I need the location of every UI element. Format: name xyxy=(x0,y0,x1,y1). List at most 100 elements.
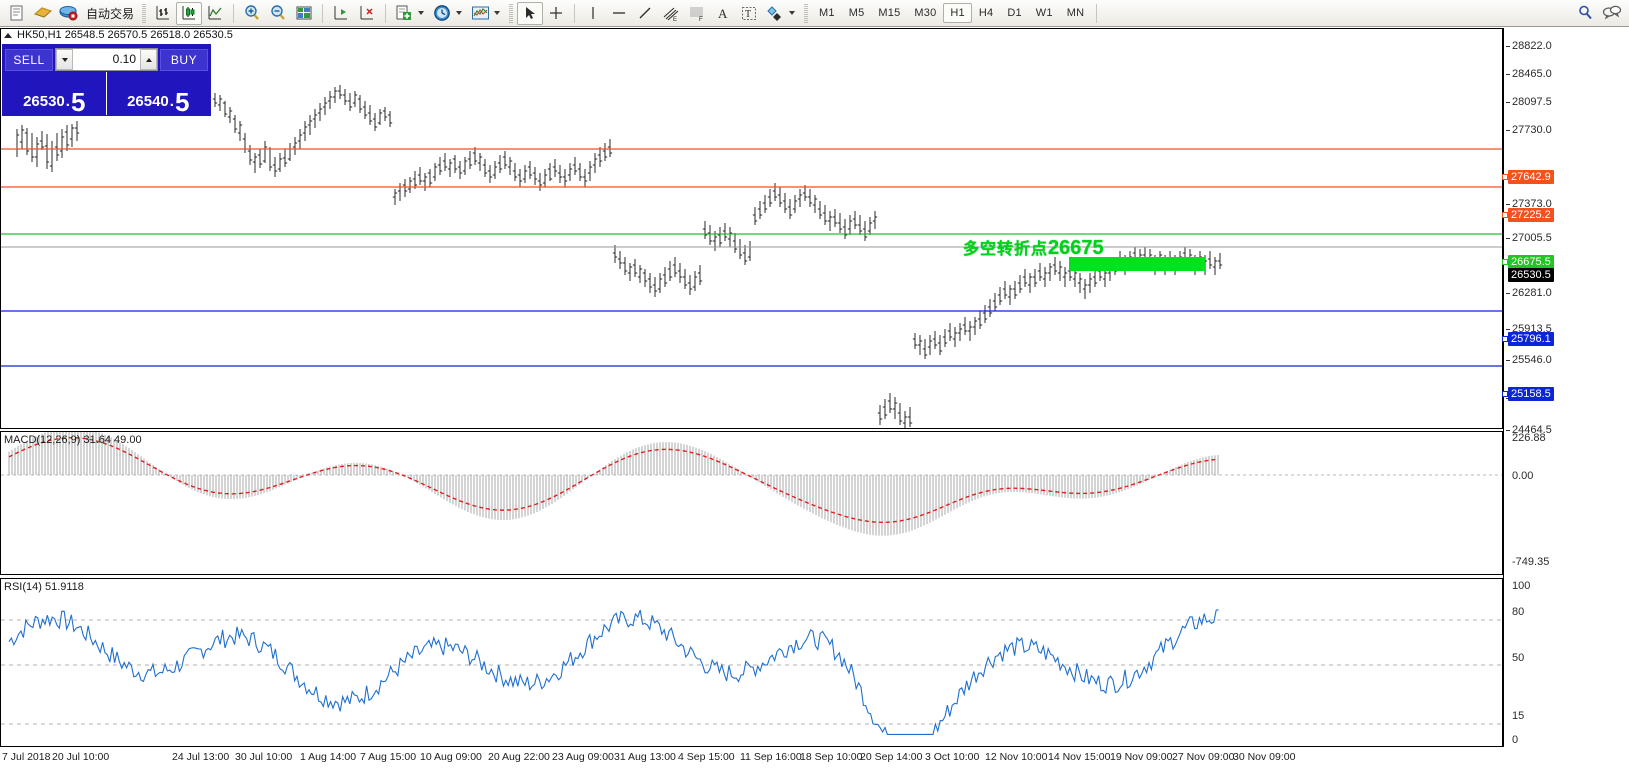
toolbar-grip-2[interactable] xyxy=(509,3,514,23)
search-icon[interactable] xyxy=(1573,2,1599,25)
timeframe-h1[interactable]: H1 xyxy=(943,3,972,23)
time-axis-label: 11 Sep 16:00 xyxy=(740,751,802,763)
sell-price[interactable]: 26530 . 5 xyxy=(3,72,107,115)
auto-trading-label[interactable]: 自动交易 xyxy=(86,6,135,21)
new-order-icon[interactable] xyxy=(4,2,30,25)
toolbar-grip[interactable] xyxy=(142,3,147,23)
timeframe-m5[interactable]: M5 xyxy=(848,7,865,19)
toolbar-divider-5 xyxy=(1096,3,1098,23)
timeframe-m1[interactable]: M1 xyxy=(819,7,835,19)
price-axis-tick: 27730.0 xyxy=(1506,124,1552,136)
price-axis[interactable]: 28822.0 28465.0 28097.5 27730.0 27373.0 27005… xyxy=(1502,28,1629,747)
indicator-axis-tick: 100 xyxy=(1512,580,1531,592)
time-axis-label: 31 Aug 13:00 xyxy=(614,751,676,763)
timeframe-mn[interactable]: MN xyxy=(1066,7,1085,19)
indicator-axis-tick: 15 xyxy=(1512,710,1525,722)
vertical-line-icon[interactable] xyxy=(580,2,606,25)
macd-histogram xyxy=(8,432,1219,536)
shapes-dropdown-icon[interactable] xyxy=(789,11,796,15)
price-axis-tick: 27005.5 xyxy=(1506,232,1552,244)
timeframe-m15[interactable]: M15 xyxy=(878,7,901,19)
price-axis-tick: 25546.0 xyxy=(1506,354,1552,366)
timeframe-d1[interactable]: D1 xyxy=(1007,7,1022,19)
volume-increment-icon[interactable] xyxy=(140,49,157,70)
time-axis-label: 20 Sep 14:00 xyxy=(860,751,923,763)
line-chart-icon[interactable] xyxy=(202,2,228,25)
toolbar-divider-2 xyxy=(322,3,324,23)
price-level-label[interactable]: 26530.5 xyxy=(1508,268,1554,282)
price-level-label[interactable]: 25158.5 xyxy=(1508,387,1554,401)
price-level-label[interactable]: 27642.9 xyxy=(1508,170,1554,184)
text-icon[interactable]: T xyxy=(736,2,762,25)
level-line-handle[interactable] xyxy=(1502,391,1508,397)
volume-field[interactable]: 0.10 xyxy=(55,48,158,71)
indicator-axis-tick: 0 xyxy=(1512,734,1519,746)
macd-panel[interactable]: MACD(12,26,9) 31.64 49.00 xyxy=(0,431,1503,575)
time-axis-label: 30 Jul 10:00 xyxy=(235,751,293,763)
bar-chart-icon[interactable] xyxy=(150,2,176,25)
rsi-label: RSI(14) 51.9118 xyxy=(4,581,84,593)
horizontal-line-icon[interactable] xyxy=(606,2,632,25)
price-level-label[interactable]: 27225.2 xyxy=(1508,208,1554,222)
buy-price[interactable]: 26540 . 5 xyxy=(107,72,211,115)
timeframe-m30[interactable]: M30 xyxy=(914,7,937,19)
candlestick-chart-icon[interactable] xyxy=(176,1,203,25)
level-line-handle[interactable] xyxy=(1502,174,1508,180)
templates-icon[interactable] xyxy=(467,2,493,25)
period-dropdown-icon[interactable] xyxy=(456,11,463,15)
time-axis-label: 3 Oct 10:00 xyxy=(925,751,980,763)
price-chart-svg xyxy=(1,85,1502,428)
price-level-label[interactable]: 25796.1 xyxy=(1508,332,1554,346)
price-axis-tick: 28097.5 xyxy=(1506,96,1552,108)
trendline-icon[interactable] xyxy=(632,2,658,25)
toolbar-divider xyxy=(233,3,235,23)
zoom-in-icon[interactable] xyxy=(239,2,265,25)
level-line-handle[interactable] xyxy=(1502,212,1508,218)
shapes-icon[interactable] xyxy=(762,2,788,25)
svg-text:A: A xyxy=(718,6,728,21)
timeframe-h4[interactable]: H4 xyxy=(978,7,994,19)
toolbar-grip-3[interactable] xyxy=(804,3,809,23)
highlight-box[interactable] xyxy=(1069,257,1205,271)
level-line-handle[interactable] xyxy=(1502,336,1508,342)
price-axis-tick: 28822.0 xyxy=(1506,40,1552,52)
expert-advisors-icon[interactable] xyxy=(30,2,56,25)
time-axis-label: 7 Aug 15:00 xyxy=(360,751,417,763)
equidistant-channel-icon[interactable]: E xyxy=(658,2,684,25)
time-axis-label: 4 Sep 15:00 xyxy=(678,751,735,763)
auto-scroll-icon[interactable] xyxy=(354,2,380,25)
text-label-icon[interactable]: A xyxy=(710,2,736,25)
price-level-label[interactable]: 26675.5 xyxy=(1508,255,1554,269)
chart-shift-icon[interactable] xyxy=(328,2,354,25)
rsi-panel[interactable]: RSI(14) 51.9118 xyxy=(0,578,1503,747)
svg-text:T: T xyxy=(745,9,751,20)
timeframe-w1[interactable]: W1 xyxy=(1035,7,1053,19)
buy-button[interactable]: BUY xyxy=(160,48,208,71)
price-chart-panel[interactable]: 多空转折点26675 xyxy=(0,28,1503,429)
crosshair-icon[interactable] xyxy=(543,2,569,25)
annotation-label[interactable]: 多空转折点26675 xyxy=(963,235,1104,260)
time-axis-label: 7 Jul 2018 xyxy=(2,751,51,763)
macd-label: MACD(12,26,9) 31.64 49.00 xyxy=(4,434,142,446)
one-click-trading-panel[interactable]: SELL 0.10 BUY 26530 . 5 26540 . 5 xyxy=(2,44,211,116)
new-chart-dropdown-icon[interactable] xyxy=(418,11,425,15)
chart-area[interactable]: HK50,H1 26548.5 26570.5 26518.0 26530.5 … xyxy=(0,27,1629,774)
volume-dropdown-icon[interactable] xyxy=(56,49,73,70)
period-icon[interactable] xyxy=(429,2,455,25)
sell-button[interactable]: SELL xyxy=(5,48,53,71)
annotation-number: 26675 xyxy=(1048,237,1104,259)
templates-dropdown-icon[interactable] xyxy=(494,11,501,15)
cursor-icon[interactable] xyxy=(517,1,544,25)
zoom-out-icon[interactable] xyxy=(265,2,291,25)
volume-value[interactable]: 0.10 xyxy=(112,52,136,66)
sell-price-integer: 26530 xyxy=(23,93,65,110)
collapse-triangle-icon[interactable] xyxy=(4,32,12,38)
chat-icon[interactable] xyxy=(1599,2,1625,25)
level-line-handle[interactable] xyxy=(1502,259,1508,265)
auto-trading-icon[interactable] xyxy=(56,2,82,25)
price-axis-tick: 24464.5 xyxy=(1506,424,1552,436)
time-axis-label: 23 Aug 09:00 xyxy=(552,751,614,763)
fibonacci-icon[interactable]: F xyxy=(684,2,710,25)
tile-windows-icon[interactable] xyxy=(291,2,317,25)
new-chart-icon[interactable] xyxy=(391,2,417,25)
